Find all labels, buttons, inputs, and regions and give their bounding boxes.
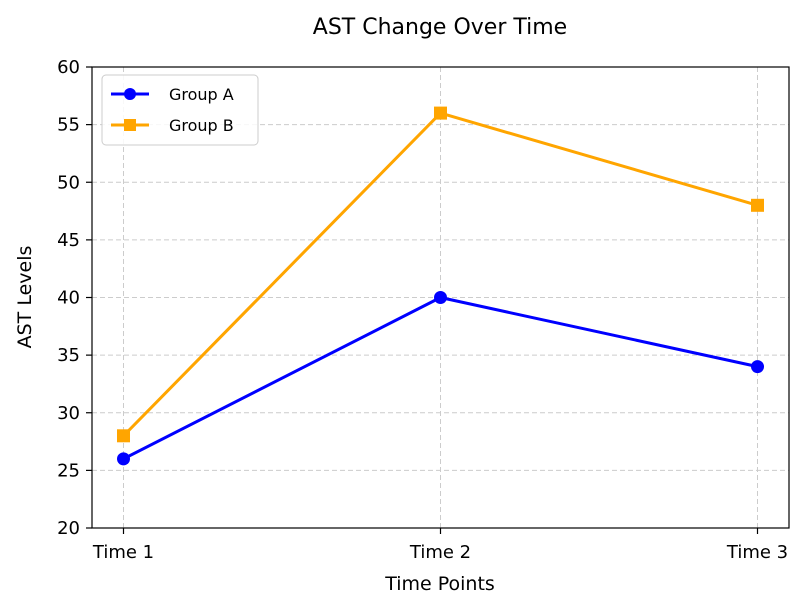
series-layer bbox=[117, 106, 764, 466]
x-tick-label: Time 2 bbox=[409, 542, 471, 563]
data-point bbox=[434, 106, 447, 120]
y-tick-label: 20 bbox=[57, 518, 80, 539]
x-axis-label: Time Points bbox=[384, 573, 495, 595]
x-tick-label: Time 1 bbox=[92, 542, 154, 563]
y-tick-label: 50 bbox=[57, 172, 80, 193]
y-tick-label: 55 bbox=[57, 115, 80, 136]
data-point bbox=[117, 452, 130, 466]
y-tick-label: 45 bbox=[57, 230, 80, 251]
legend-marker bbox=[124, 88, 136, 100]
chart-title: AST Change Over Time bbox=[313, 15, 567, 40]
data-point bbox=[751, 198, 764, 212]
legend-label: Group B bbox=[169, 116, 234, 135]
y-axis-label: AST Levels bbox=[14, 246, 36, 349]
y-tick-label: 60 bbox=[57, 57, 80, 78]
y-tick-label: 25 bbox=[57, 460, 80, 481]
x-tick-label: Time 3 bbox=[726, 542, 788, 563]
data-point bbox=[751, 360, 764, 374]
legend: Group A Group B bbox=[101, 74, 259, 146]
axes: 20 25 30 35 40 45 50 55 60 Time 1 Time 2 Time 3 bbox=[57, 57, 790, 563]
y-tick-label: 35 bbox=[57, 345, 80, 366]
legend-label: Group A bbox=[169, 85, 234, 104]
y-tick-label: 40 bbox=[57, 288, 80, 309]
data-point bbox=[434, 291, 447, 304]
series-line-group-a bbox=[122, 296, 758, 461]
y-tick-label: 30 bbox=[57, 403, 80, 424]
legend-marker bbox=[124, 119, 136, 131]
data-point bbox=[117, 429, 130, 443]
